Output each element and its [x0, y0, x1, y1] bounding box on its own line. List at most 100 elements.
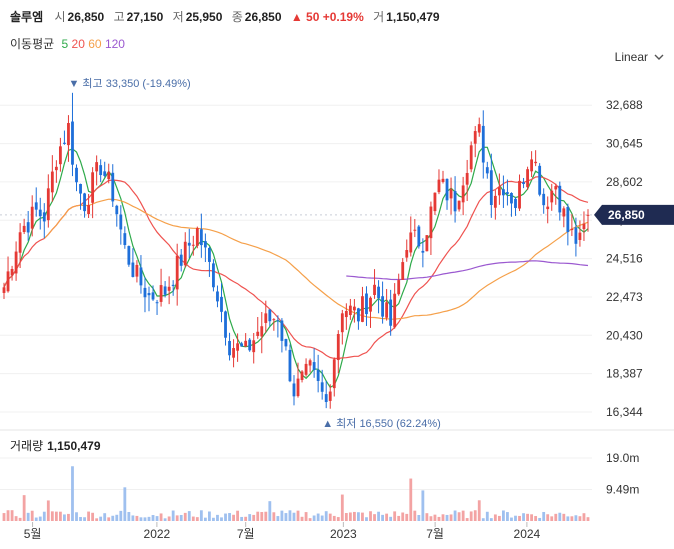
- volume-bar: [187, 511, 191, 521]
- candle-body: [220, 296, 223, 312]
- x-tick-label: 7월: [237, 527, 255, 541]
- volume-bar: [175, 515, 179, 521]
- volume-bar: [357, 512, 360, 521]
- volume-bar: [83, 517, 86, 521]
- volume-bar: [191, 516, 195, 521]
- volume-bar: [199, 510, 203, 521]
- volume-bar: [489, 518, 493, 521]
- change-value: ▲ 50 +0.19%: [290, 10, 364, 24]
- candle-body: [75, 167, 78, 183]
- candle-body: [352, 306, 356, 311]
- candle-body: [224, 311, 227, 338]
- volume-bar: [276, 516, 280, 521]
- candle-body: [187, 242, 191, 246]
- candle-body: [272, 319, 276, 321]
- volume-bar: [167, 516, 171, 521]
- candle-body: [191, 244, 195, 246]
- ma-legend[interactable]: 이동평균 5 20 60 120: [10, 35, 125, 52]
- candle-body: [316, 369, 320, 381]
- high-annotation: ▼ 최고 33,350 (-19.49%): [68, 77, 190, 90]
- candle-body: [320, 382, 324, 392]
- volume-bar: [252, 514, 256, 521]
- volume-bars: [2, 466, 590, 521]
- volume-bar: [280, 510, 284, 521]
- volume-bar: [497, 515, 501, 521]
- volume-bar: [493, 514, 497, 521]
- high-label: 고: [113, 10, 125, 24]
- candle-body: [143, 287, 147, 298]
- volume-bar: [586, 517, 590, 521]
- candle-body: [171, 284, 175, 286]
- volume-tick-label: 19.0m: [606, 451, 639, 465]
- candle-body: [538, 165, 542, 195]
- volume-bar: [18, 517, 22, 521]
- candle-body: [99, 165, 103, 176]
- candle-body: [18, 232, 22, 253]
- candle-body: [385, 302, 389, 318]
- candle-body: [417, 226, 421, 247]
- y-tick-label: 30,645: [606, 137, 643, 151]
- x-tick-label: 7월: [426, 527, 444, 541]
- volume-bar: [405, 513, 409, 521]
- volume-bar: [441, 514, 445, 521]
- volume-bar: [562, 513, 566, 521]
- candle-body: [550, 190, 554, 203]
- volume-bar: [389, 516, 393, 521]
- volume-bar: [119, 510, 123, 521]
- candle-body: [542, 193, 546, 206]
- volume-bar: [240, 516, 244, 521]
- candle-body: [159, 285, 163, 302]
- candle-body: [212, 263, 215, 288]
- volume-bar: [42, 511, 46, 521]
- volume-bar: [159, 513, 163, 521]
- candle-body: [296, 378, 300, 397]
- current-price-label: 26,850: [608, 208, 645, 222]
- volume-bar: [95, 518, 99, 521]
- candle-body: [123, 233, 127, 246]
- volume-bar: [131, 515, 135, 521]
- ma-120-line: [346, 260, 589, 281]
- y-tick-label: 22,473: [606, 290, 643, 304]
- candle-body: [502, 189, 505, 196]
- candle-body: [256, 331, 260, 336]
- candle-body: [433, 192, 437, 212]
- volume-bar: [348, 512, 352, 521]
- candle-body: [429, 206, 433, 239]
- y-tick-label: 32,688: [606, 98, 643, 112]
- candle-body: [449, 189, 453, 199]
- volume-bar: [103, 513, 107, 521]
- candle-body: [288, 349, 292, 382]
- volume-bar: [554, 513, 558, 521]
- volume-bar: [248, 514, 252, 521]
- candle-body: [6, 271, 10, 292]
- ma-legend-label: 이동평균: [10, 37, 55, 51]
- volume-bar: [183, 512, 187, 521]
- volume-bar: [433, 514, 437, 521]
- candle-body: [453, 191, 457, 212]
- candle-body: [83, 193, 86, 212]
- volume-bar: [546, 514, 550, 521]
- volume-bar: [203, 517, 207, 521]
- volume-bar: [336, 517, 340, 521]
- candle-body: [232, 348, 235, 358]
- candle-body: [50, 171, 54, 193]
- candle-body: [465, 172, 469, 185]
- candle-body: [437, 179, 441, 193]
- candle-body: [167, 286, 171, 291]
- volume-bar: [465, 518, 469, 521]
- candle-body: [292, 383, 296, 397]
- candle-body: [236, 343, 240, 351]
- close-label: 종: [231, 10, 243, 24]
- candle-body: [506, 192, 509, 194]
- scale-dropdown[interactable]: Linear: [615, 50, 664, 64]
- candle-body: [135, 264, 139, 277]
- candle-body: [546, 206, 550, 210]
- volume-bar: [397, 515, 401, 521]
- y-tick-label: 16,344: [606, 405, 643, 419]
- volume-bar: [228, 513, 231, 521]
- candle-body: [111, 172, 115, 202]
- volume-bar: [236, 510, 240, 521]
- volume-bar: [63, 514, 66, 521]
- candle-body: [324, 394, 328, 403]
